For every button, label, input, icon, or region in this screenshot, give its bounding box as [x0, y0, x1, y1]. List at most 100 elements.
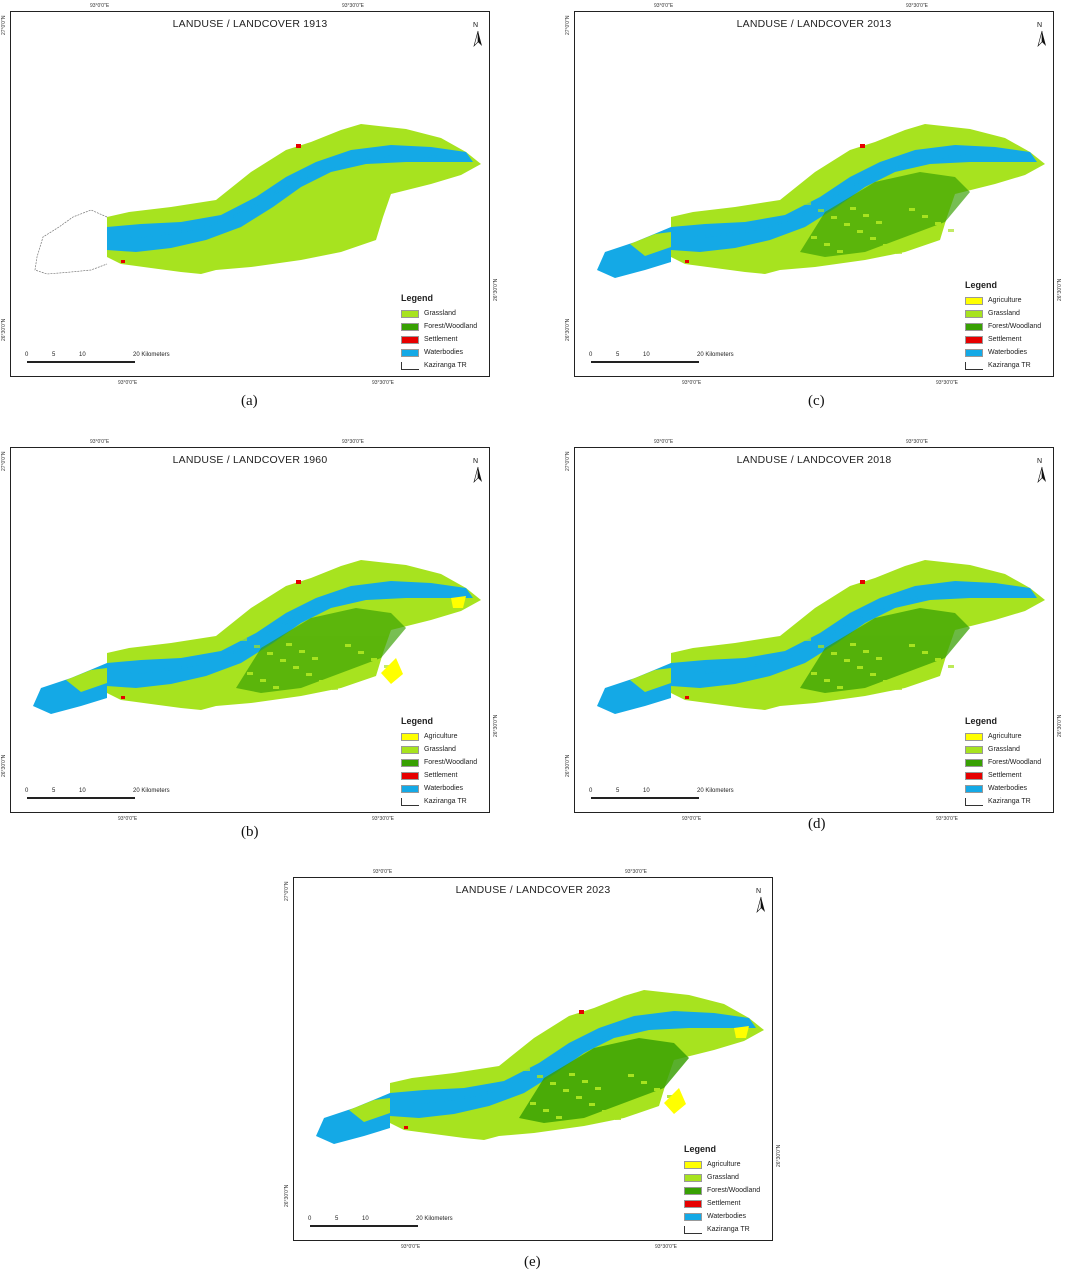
grassland-patch: [247, 672, 253, 675]
legend-item: Agriculture: [965, 730, 1041, 743]
legend-label: Forest/Woodland: [988, 759, 1042, 766]
river-channel: [130, 154, 467, 238]
north-arrow-icon: N: [471, 22, 485, 48]
legend-item: Kaziranga TR: [965, 795, 1041, 808]
landcover-map: [33, 560, 481, 714]
coord-bottom-right: 93°30'0"E: [936, 380, 958, 386]
grassland-patch: [870, 673, 876, 676]
grassland-patch: [582, 1080, 588, 1083]
legend-title: Legend: [684, 1144, 717, 1154]
legend-item: Kaziranga TR: [401, 359, 477, 372]
settlement-patch: [685, 696, 689, 699]
grassland-patch: [384, 665, 390, 668]
legend-swatch-forest: [965, 758, 983, 767]
coord-left-top: 27°0'0"N: [1, 15, 7, 35]
river-channel: [130, 590, 467, 674]
forest-area: [519, 1038, 689, 1123]
map-frame: LANDUSE / LANDCOVER 2023 N Legend Agricultu…: [293, 877, 773, 1241]
north-arrow-icon: N: [754, 888, 768, 914]
scale-tick-label: 5: [616, 352, 620, 358]
grassland-patch: [811, 672, 817, 675]
grassland-patch: [556, 1116, 562, 1119]
grassland-patch: [831, 652, 837, 655]
grassland-patch: [837, 686, 843, 689]
legend-label: Forest/Woodland: [424, 323, 478, 330]
legend-swatch-agriculture: [965, 296, 983, 305]
settlement-patch: [860, 580, 865, 584]
north-arrow-icon: N: [1035, 22, 1049, 48]
kaziranga-tr-outline: [34, 209, 108, 275]
legend-label: Settlement: [424, 336, 458, 343]
grassland-patch: [935, 222, 941, 225]
grassland-patch: [273, 686, 279, 689]
grassland-patch: [371, 658, 377, 661]
grassland-patch: [831, 216, 837, 219]
legend-item: Kaziranga TR: [401, 795, 477, 808]
legend-swatch-settlement: [965, 335, 983, 344]
panel-caption: (b): [241, 824, 259, 840]
grassland-patch: [805, 202, 811, 205]
legend-swatch-forest: [684, 1186, 702, 1195]
coord-left-bottom: 26°30'0"N: [1, 318, 7, 341]
map-title: LANDUSE / LANDCOVER 1913: [172, 18, 328, 30]
scale-bar-line: [27, 797, 135, 799]
grassland-patch: [345, 644, 351, 647]
legend-swatch-waterbodies: [965, 784, 983, 793]
map-title: LANDUSE / LANDCOVER 2023: [455, 884, 611, 896]
legend-swatch-outline: [401, 361, 419, 370]
legend-item: Agriculture: [965, 294, 1041, 307]
legend-label: Forest/Woodland: [707, 1187, 761, 1194]
legend-swatch-agriculture: [401, 732, 419, 741]
legend-item: Settlement: [401, 333, 477, 346]
legend-label: Forest/Woodland: [424, 759, 478, 766]
legend-swatch-grassland: [401, 745, 419, 754]
scale-tick-label: 20 Kilometers: [133, 788, 170, 794]
legend-title: Legend: [401, 293, 434, 303]
grassland-patch: [909, 208, 915, 211]
legend-swatch-waterbodies: [684, 1212, 702, 1221]
coord-bottom-right: 93°30'0"E: [372, 816, 394, 822]
legend-item: Agriculture: [401, 730, 477, 743]
legend-swatch-forest: [965, 322, 983, 331]
legend-item: Waterbodies: [965, 782, 1041, 795]
legend-item: Kaziranga TR: [684, 1223, 760, 1236]
scale-tick-label: 10: [643, 788, 650, 794]
scale-tick-label: 10: [362, 1216, 369, 1222]
grassland-patch: [254, 645, 260, 648]
settlement-patch: [296, 144, 301, 148]
legend-swatch-agriculture: [684, 1160, 702, 1169]
legend-swatch-forest: [401, 322, 419, 331]
grassland-patch: [844, 659, 850, 662]
coord-left-bottom: 26°30'0"N: [565, 754, 571, 777]
coord-bottom-left: 93°0'0"E: [401, 1244, 421, 1250]
coord-bottom-left: 93°0'0"E: [682, 380, 702, 386]
legend-label: Settlement: [988, 772, 1022, 779]
map-legend: Legend Grassland Forest/Woodland Settlement…: [401, 293, 477, 372]
legend-label: Waterbodies: [988, 349, 1028, 356]
grassland-patch: [909, 644, 915, 647]
scale-tick-label: 5: [616, 788, 620, 794]
coord-left-bottom: 26°30'0"N: [565, 318, 571, 341]
forest-patches: [519, 1038, 689, 1123]
legend-swatch-outline: [965, 797, 983, 806]
grassland-patch: [524, 1068, 530, 1071]
coord-bottom-right: 93°30'0"E: [936, 816, 958, 822]
grassland-patch: [922, 651, 928, 654]
agriculture-patch: [664, 1088, 686, 1114]
forest-area: [800, 172, 970, 257]
legend-swatch-grassland: [401, 309, 419, 318]
legend-swatch-outline: [684, 1225, 702, 1234]
coord-top-left: 93°0'0"E: [90, 3, 110, 9]
grassland-patch: [883, 244, 889, 247]
grassland-patch: [576, 1096, 582, 1099]
river-channel: [694, 154, 1031, 238]
settlement-patch: [121, 260, 125, 263]
coord-bottom-right: 93°30'0"E: [655, 1244, 677, 1250]
grassland-patch: [563, 1089, 569, 1092]
legend-label: Agriculture: [988, 297, 1022, 304]
scale-bar: 0 5 10 20 Kilometers: [25, 788, 187, 802]
coord-top-left: 93°0'0"E: [654, 3, 674, 9]
legend-label: Grassland: [988, 746, 1020, 753]
legend-item: Kaziranga TR: [965, 359, 1041, 372]
scale-tick-label: 5: [52, 352, 56, 358]
